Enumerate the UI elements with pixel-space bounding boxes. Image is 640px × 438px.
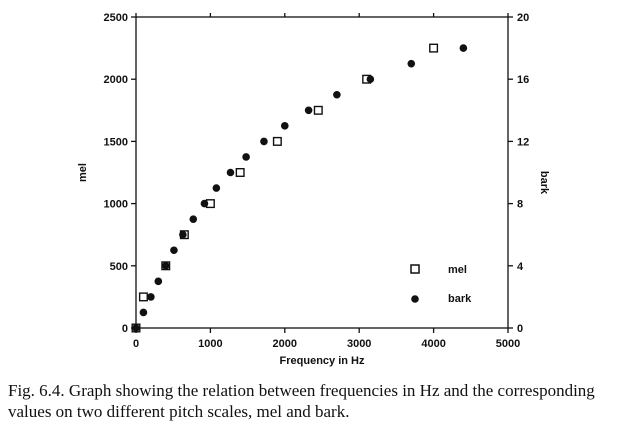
mel-point — [235, 167, 245, 177]
bark-point — [366, 75, 375, 83]
plot-frame — [135, 16, 509, 329]
bark-point — [189, 215, 198, 223]
bark-point — [132, 324, 140, 332]
mel-point — [138, 292, 148, 302]
bark-point — [179, 230, 187, 239]
x-tick-label: 4000 — [421, 338, 445, 350]
bark-point — [407, 59, 416, 68]
mel-point — [429, 43, 439, 53]
y-axis-right-title: bark — [538, 171, 550, 195]
bark-point — [154, 277, 163, 286]
mel-point — [313, 105, 323, 115]
bark-point — [242, 153, 250, 161]
x-axis-title: Frequency in Hz — [280, 355, 365, 367]
x-tick-label: 1000 — [198, 338, 222, 350]
legend-bark-marker — [411, 295, 419, 303]
bark-point — [333, 90, 341, 99]
mel-point — [272, 136, 282, 146]
x-tick-label: 5000 — [496, 338, 520, 350]
bark-point — [304, 106, 313, 115]
y-right-tick-label: 16 — [517, 74, 529, 86]
bark-point — [459, 44, 468, 52]
x-tick-label: 2000 — [273, 338, 297, 350]
y-right-tick-label: 0 — [517, 323, 523, 335]
x-tick-label: 0 — [133, 338, 139, 350]
data-points — [131, 43, 468, 333]
y-left-tick-label: 1500 — [104, 136, 128, 148]
bark-point — [161, 262, 170, 270]
y-left-tick-label: 0 — [122, 323, 128, 335]
legend-mel-label: mel — [448, 264, 467, 276]
y-left-tick-label: 2000 — [104, 74, 128, 86]
legend: mel bark — [410, 264, 472, 305]
y-left-tick-label: 1000 — [104, 199, 128, 211]
bark-point — [200, 199, 209, 208]
bark-point — [212, 184, 221, 192]
axis-ticks: 0 1000 2000 3000 4000 5000 0 500 1000 1500 2000 250… — [104, 12, 530, 350]
y-right-tick-label: 8 — [517, 199, 523, 211]
y-left-tick-label: 2500 — [104, 12, 128, 24]
y-right-tick-label: 20 — [517, 12, 529, 24]
bark-point — [147, 293, 155, 301]
bark-point — [139, 308, 148, 317]
y-right-tick-label: 12 — [517, 136, 529, 148]
axes — [135, 16, 509, 329]
x-tick-label: 3000 — [347, 338, 371, 350]
bark-point — [226, 168, 235, 177]
bark-point — [281, 122, 289, 130]
y-axis-left-title: mel — [77, 163, 89, 182]
legend-mel-marker — [410, 264, 420, 274]
legend-bark-label: bark — [448, 293, 472, 305]
y-left-tick-label: 500 — [110, 261, 128, 273]
figure-caption: Fig. 6.4. Graph showing the relation bet… — [8, 381, 595, 421]
y-right-tick-label: 4 — [517, 261, 524, 273]
bark-point — [170, 246, 178, 255]
bark-point — [260, 137, 268, 146]
